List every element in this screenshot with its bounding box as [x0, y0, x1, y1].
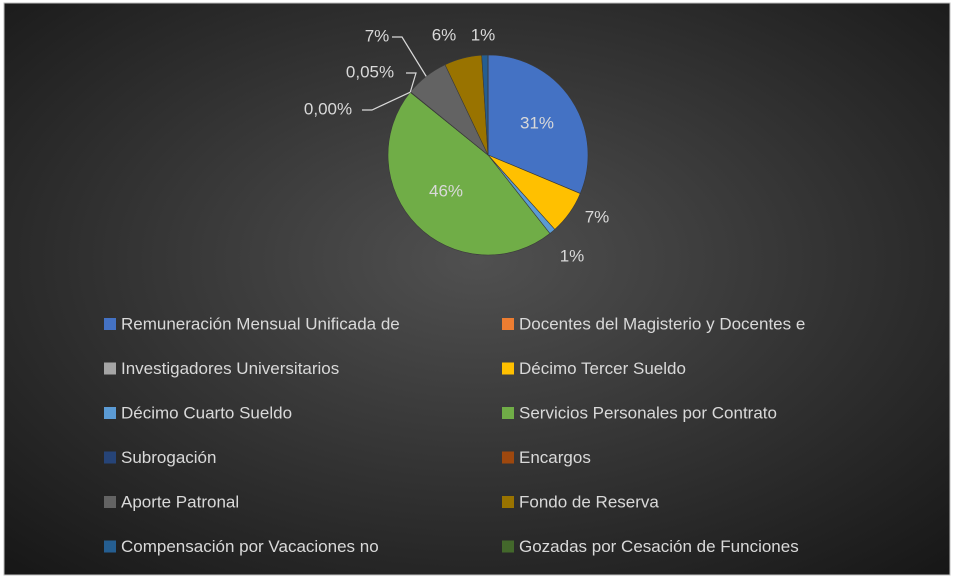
legend-swatch — [104, 318, 116, 330]
legend-swatch — [502, 318, 514, 330]
pie-slice — [387, 91, 551, 256]
leader-line — [392, 36, 427, 77]
legend-label: Gozadas por Cesación de Funciones — [519, 537, 799, 556]
leader-line — [406, 72, 417, 93]
pie-slice — [487, 54, 589, 194]
legend-label: Décimo Cuarto Sueldo — [121, 403, 292, 422]
legend-swatch — [502, 540, 514, 553]
legend-label: Aporte Patronal — [121, 492, 239, 511]
legend-label: Investigadores Universitarios — [121, 359, 339, 378]
legend-swatch — [104, 407, 116, 419]
legend-label: Remuneración Mensual Unificada de — [121, 314, 400, 333]
data-label: 46% — [429, 181, 463, 200]
data-label: 7% — [365, 26, 390, 45]
data-label: 1% — [471, 25, 496, 44]
data-label: 31% — [520, 113, 554, 132]
legend-label: Décimo Tercer Sueldo — [519, 359, 686, 378]
data-label: 1% — [560, 246, 585, 265]
legend-swatch — [502, 496, 514, 508]
legend-label: Docentes del Magisterio y Docentes e — [519, 314, 805, 333]
legend-label: Fondo de Reserva — [519, 492, 659, 511]
data-label: 0,05% — [346, 62, 394, 81]
legend-label: Compensación por Vacaciones no — [121, 537, 379, 556]
legend-swatch — [104, 362, 116, 375]
legend-swatch — [502, 407, 514, 419]
data-label: 7% — [585, 207, 610, 226]
legend-swatch — [104, 496, 116, 508]
legend-label: Servicios Personales por Contrato — [519, 403, 777, 422]
data-label: 6% — [432, 25, 457, 44]
legend-label: Subrogación — [121, 448, 216, 467]
legend-swatch — [502, 362, 514, 375]
legend-swatch — [502, 451, 514, 464]
legend-swatch — [104, 540, 116, 553]
data-label: 0,00% — [304, 99, 352, 118]
leader-line — [362, 91, 411, 111]
legend-swatch — [104, 451, 116, 464]
legend-label: Encargos — [519, 448, 591, 467]
